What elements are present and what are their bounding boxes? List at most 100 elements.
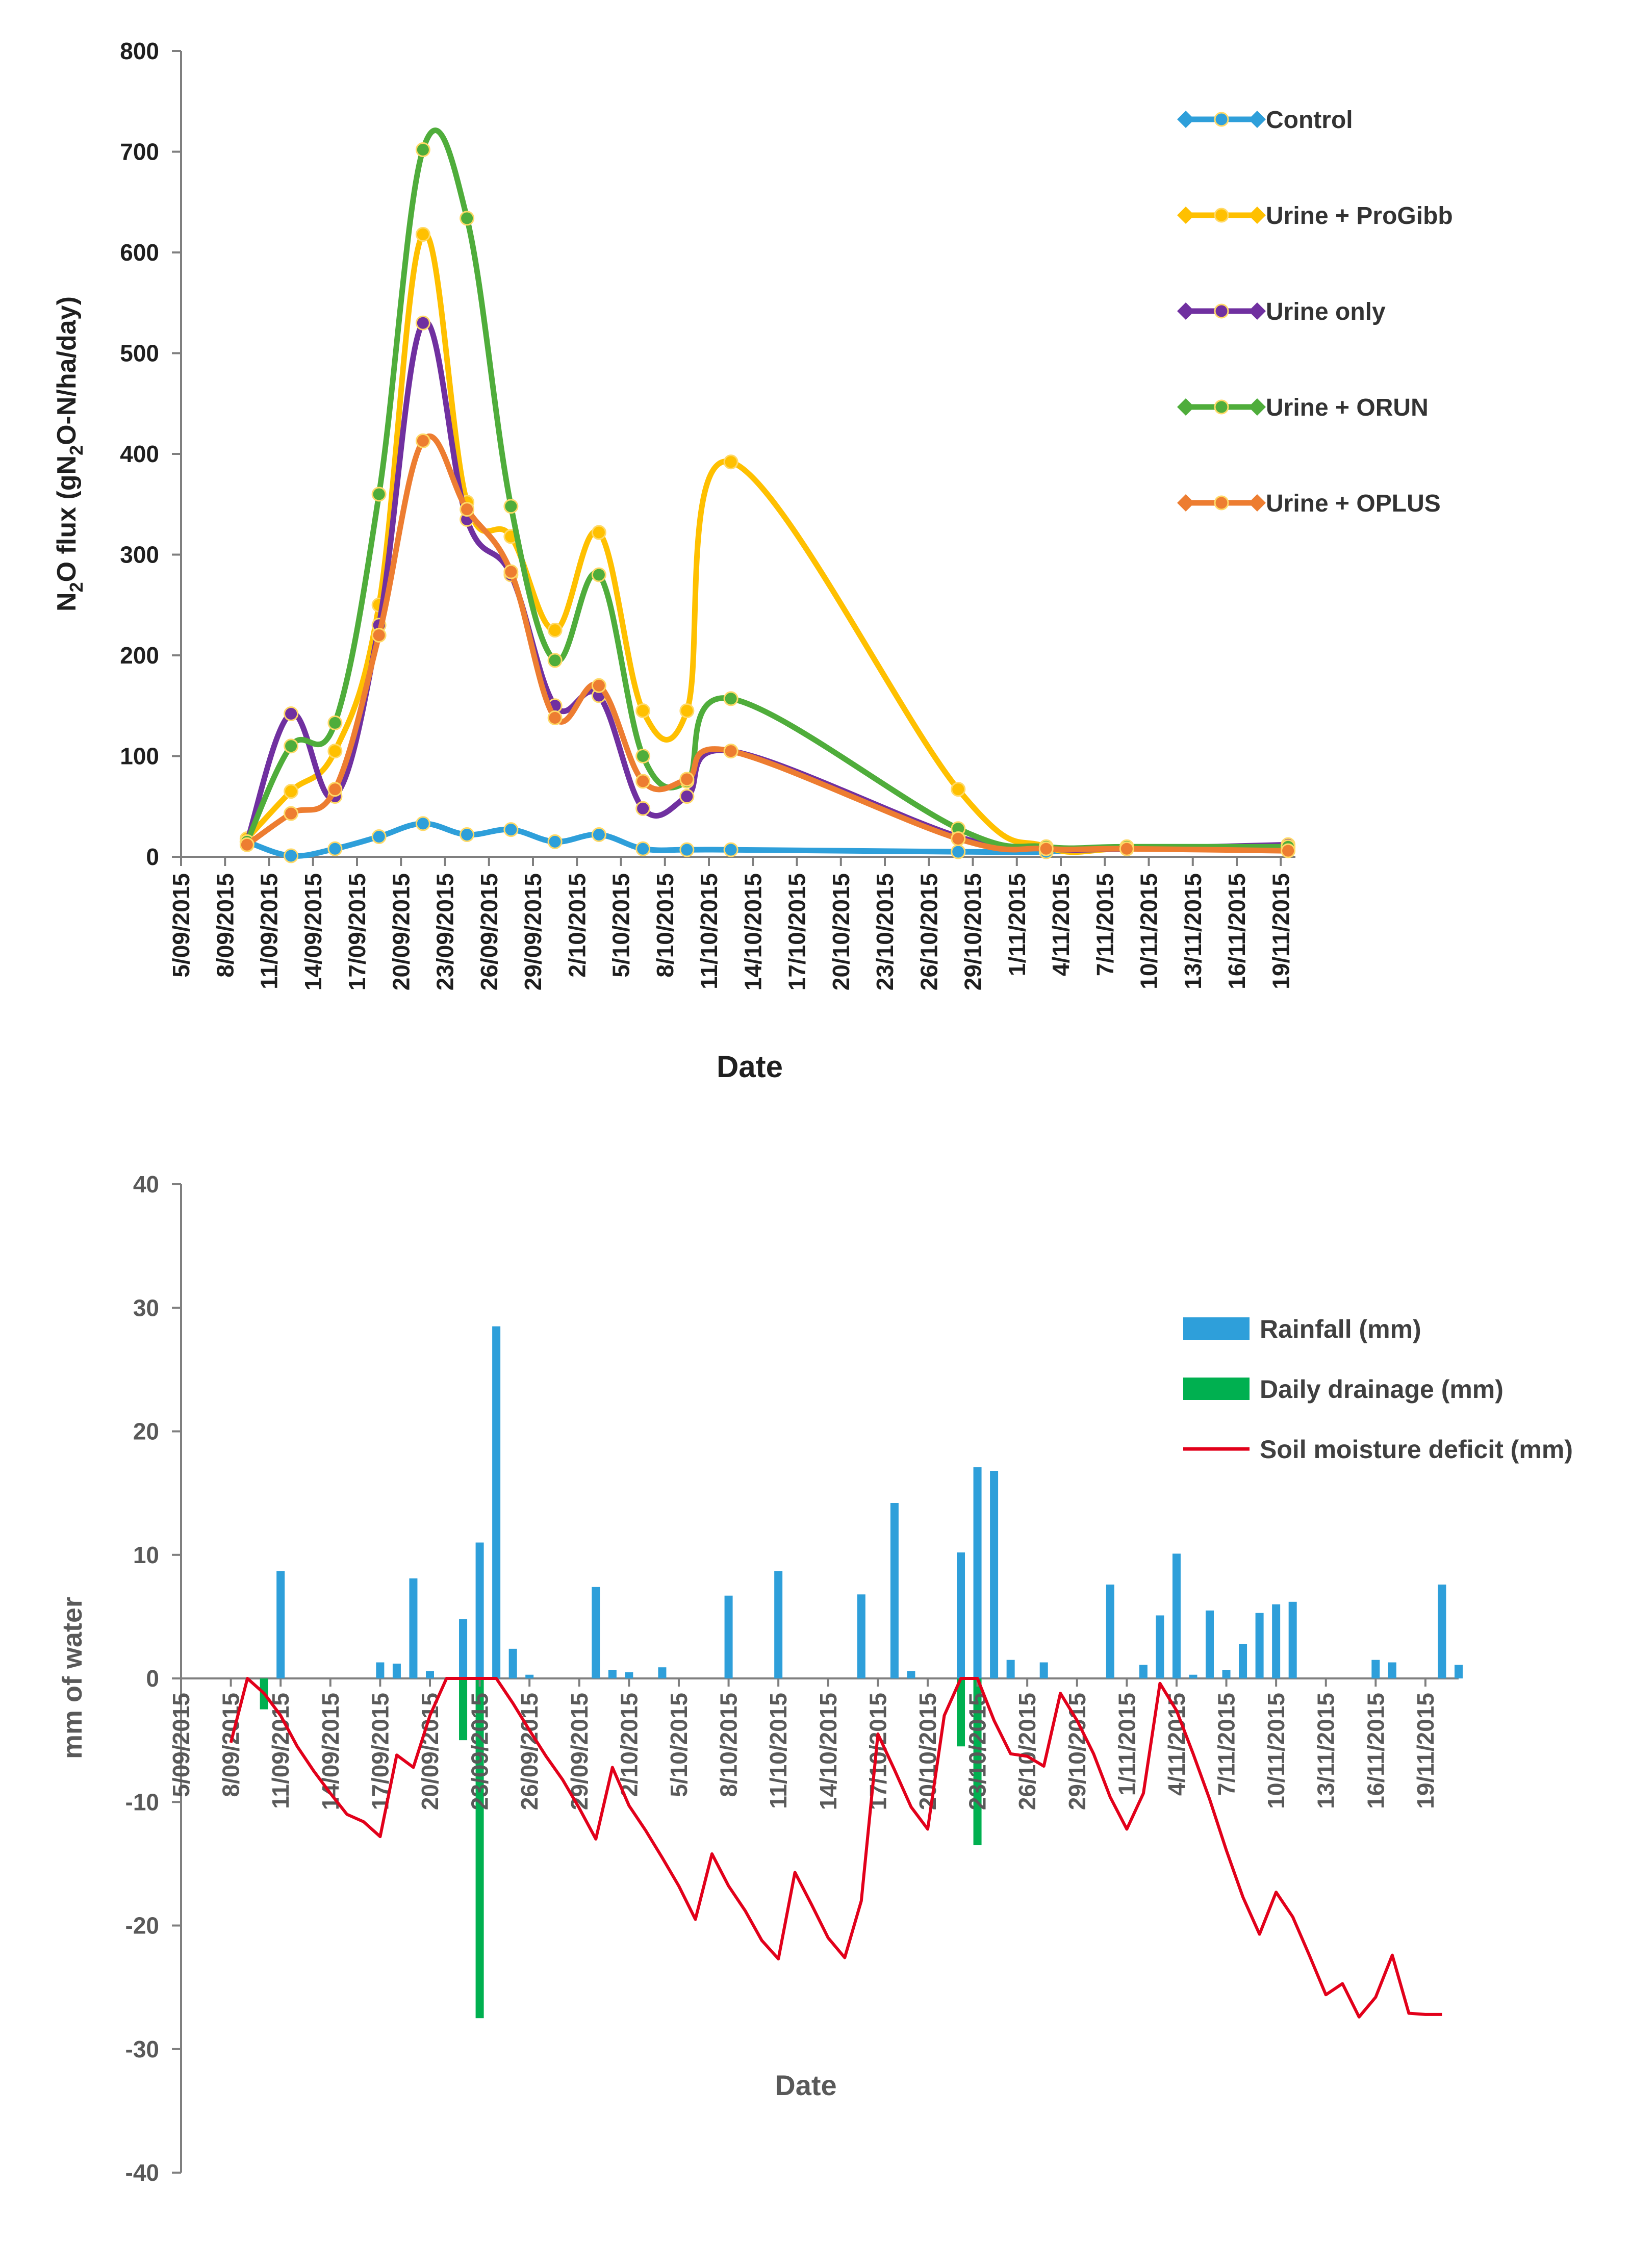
rainfall-bar <box>625 1672 633 1678</box>
chart2-x-tick-label: 23/10/2015 <box>964 1693 991 1810</box>
chart1-data-point <box>415 816 430 831</box>
chart1-data-point <box>284 784 299 799</box>
chart1-x-tick-label: 11/09/2015 <box>256 873 283 989</box>
chart1-legend-label: Control <box>1266 107 1353 134</box>
chart1-legend-marker <box>1177 207 1194 224</box>
chart1-data-point <box>503 499 519 514</box>
rainfall-bar <box>658 1667 667 1678</box>
chart1-data-point <box>723 842 738 857</box>
rainfall-bar <box>890 1503 899 1678</box>
rainfall-bar <box>1371 1660 1380 1678</box>
rainfall-bar <box>459 1619 468 1678</box>
chart1-data-point <box>415 142 430 158</box>
rainfall-bar <box>376 1662 385 1678</box>
chart1-y-axis-label: N2O flux (gN2O-N/ha/day) <box>52 296 87 611</box>
chart2-legend-swatch <box>1183 1317 1250 1340</box>
chart1-data-point <box>503 822 519 837</box>
chart1-data-point <box>723 744 738 759</box>
rainfall-bar <box>1288 1601 1297 1678</box>
rainfall-bar <box>1222 1670 1231 1678</box>
chart1-data-point <box>591 827 606 843</box>
chart2-x-axis-label: Date <box>775 2069 836 2101</box>
chart2-legend-label: Daily drainage (mm) <box>1260 1375 1503 1404</box>
rainfall-bar <box>492 1326 501 1678</box>
rainfall-bar <box>957 1552 965 1678</box>
chart1-legend-marker <box>1214 495 1229 511</box>
chart2-x-tick-label: 14/10/2015 <box>815 1693 842 1810</box>
chart1-data-point <box>635 841 651 856</box>
chart2-x-tick-label: 16/11/2015 <box>1362 1693 1389 1809</box>
rainfall-bar <box>990 1471 999 1678</box>
chart2-legend-label: Soil moisture deficit (mm) <box>1260 1435 1573 1464</box>
chart2-y-tick-label: 20 <box>133 1418 159 1445</box>
rainfall-bar <box>774 1571 783 1678</box>
chart1-x-tick-label: 11/10/2015 <box>696 873 722 989</box>
chart1-data-point <box>679 842 695 857</box>
chart1-data-point <box>591 525 606 540</box>
chart2-x-tick-label: 7/11/2015 <box>1213 1693 1240 1796</box>
chart1-data-point <box>1119 841 1134 856</box>
chart1-series-4 <box>239 433 1296 858</box>
chart1-data-point <box>415 433 430 448</box>
chart1-data-point <box>547 653 563 668</box>
chart1-y-tick-label: 600 <box>120 239 159 266</box>
chart2-x-tick-label: 1/11/2015 <box>1113 1693 1140 1796</box>
chart1-x-tick-label: 5/10/2015 <box>608 873 634 978</box>
chart1-legend-marker <box>1177 398 1194 416</box>
chart1-x-axis-label: Date <box>717 1050 783 1084</box>
chart1-legend-marker <box>1214 112 1229 127</box>
chart1-y-tick-label: 100 <box>120 743 159 770</box>
chart1-legend-marker <box>1248 398 1266 416</box>
chart1-series-line <box>244 230 1291 855</box>
chart1-data-point <box>1281 843 1296 858</box>
chart1-x-tick-label: 14/09/2015 <box>300 873 326 990</box>
chart2-x-tick-label: 20/10/2015 <box>914 1693 941 1810</box>
chart1-x-tick-label: 23/10/2015 <box>872 873 898 990</box>
n2o-flux-chart: 0 100 200 300 400 500 600 700 800 5/09/2015 8/09/… <box>52 38 1453 1084</box>
chart1-y-axis <box>180 51 1295 858</box>
chart2-y-tick-label: 10 <box>133 1542 159 1568</box>
chart1-x-tick-label: 29/09/2015 <box>520 873 546 990</box>
chart1-x-tick-label: 17/10/2015 <box>784 873 810 990</box>
chart1-data-point <box>284 738 299 754</box>
chart2-y-tick-label: -30 <box>125 2036 159 2062</box>
chart1-data-point <box>371 487 387 502</box>
chart1-x-tick-label: 1/11/2015 <box>1004 873 1030 976</box>
chart1-series-line <box>244 433 1291 854</box>
chart1-data-point <box>460 211 475 226</box>
chart1-data-point <box>327 744 343 759</box>
chart1-legend-marker <box>1248 111 1266 128</box>
chart2-y-tick-label: 40 <box>133 1171 159 1197</box>
rainfall-bar <box>1039 1662 1048 1678</box>
chart2-y-ticks: -40 -30 -20 -10 0 10 20 30 40 <box>125 1171 181 2186</box>
chart1-data-point <box>460 827 475 843</box>
chart1-x-tick-label: 10/11/2015 <box>1136 873 1162 989</box>
chart1-x-tick-label: 29/10/2015 <box>960 873 986 990</box>
chart2-x-tick-label: 11/09/2015 <box>267 1693 294 1809</box>
rainfall-bar <box>525 1674 534 1678</box>
chart1-x-tick-label: 23/09/2015 <box>432 873 458 990</box>
chart1-data-point <box>951 782 966 797</box>
chart1-data-point <box>371 829 387 844</box>
rainfall-bar <box>475 1542 484 1678</box>
chart1-x-tick-label: 26/09/2015 <box>476 873 502 990</box>
chart1-legend-marker <box>1214 399 1229 415</box>
chart1-legend-marker <box>1248 207 1266 224</box>
chart1-data-point <box>284 806 299 821</box>
chart1-data-point <box>591 567 606 582</box>
chart1-data-point <box>635 749 651 763</box>
chart1-legend-label: Urine + OPLUS <box>1266 490 1441 517</box>
chart1-data-point <box>503 564 519 579</box>
chart1-series-line <box>244 318 1291 853</box>
chart1-y-tick-label: 0 <box>146 844 159 870</box>
chart2-y-tick-label: -40 <box>125 2159 159 2186</box>
chart1-x-tick-label: 5/09/2015 <box>168 873 194 978</box>
chart1-data-point <box>679 789 695 804</box>
chart1-series-line <box>244 128 1291 851</box>
chart1-data-point <box>327 715 343 730</box>
rainfall-bar <box>1239 1644 1247 1678</box>
chart2-x-tick-label: 13/11/2015 <box>1313 1693 1339 1809</box>
rainfall-bar <box>1272 1604 1281 1678</box>
rainfall-bar <box>392 1663 401 1678</box>
